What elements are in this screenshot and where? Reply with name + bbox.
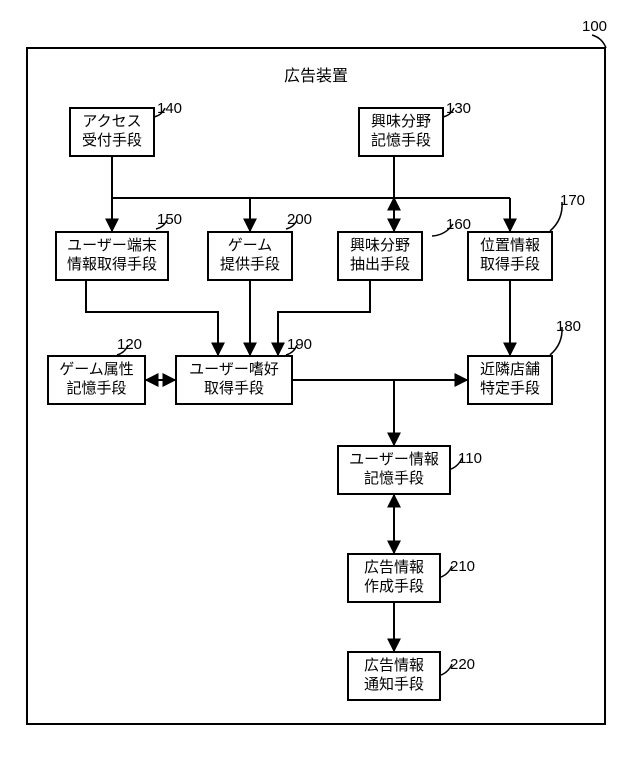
node-n120: ゲーム属性 記憶手段	[47, 355, 146, 405]
node-n180: 近隣店舗 特定手段	[467, 355, 553, 405]
label-n150: 150	[157, 211, 182, 228]
node-n190: ユーザー嗜好 取得手段	[175, 355, 293, 405]
label-n190: 190	[287, 336, 312, 353]
node-n210: 広告情報 作成手段	[347, 553, 441, 603]
label-n140: 140	[157, 100, 182, 117]
node-n110: ユーザー情報 記憶手段	[337, 445, 451, 495]
diagram-title: 広告装置	[284, 62, 348, 86]
label-n130: 130	[446, 100, 471, 117]
label-n210: 210	[450, 558, 475, 575]
outer-label: 100	[582, 18, 607, 35]
label-n160: 160	[446, 216, 471, 233]
node-n220: 広告情報 通知手段	[347, 651, 441, 701]
node-n130: 興味分野 記憶手段	[358, 107, 444, 157]
node-n170: 位置情報 取得手段	[467, 231, 553, 281]
label-n120: 120	[117, 336, 142, 353]
label-n110: 110	[458, 450, 482, 467]
label-n220: 220	[450, 656, 475, 673]
node-n200: ゲーム 提供手段	[207, 231, 293, 281]
node-n150: ユーザー端末 情報取得手段	[55, 231, 169, 281]
label-n180: 180	[556, 318, 581, 335]
label-n170: 170	[560, 192, 585, 209]
label-n200: 200	[287, 211, 312, 228]
node-n140: アクセス 受付手段	[69, 107, 155, 157]
node-n160: 興味分野 抽出手段	[337, 231, 423, 281]
